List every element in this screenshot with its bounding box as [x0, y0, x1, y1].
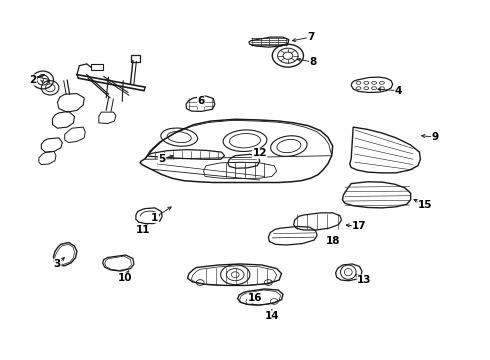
Text: 10: 10 [118, 273, 132, 283]
Text: 5: 5 [159, 154, 166, 163]
Text: 2: 2 [29, 75, 37, 85]
Bar [131, 55, 140, 62]
Text: 18: 18 [325, 236, 340, 246]
Text: 15: 15 [418, 200, 433, 210]
Text: 6: 6 [197, 96, 205, 107]
Text: 7: 7 [307, 32, 315, 42]
Text: 17: 17 [352, 221, 367, 231]
Text: 8: 8 [310, 57, 317, 67]
Text: 14: 14 [265, 311, 279, 321]
Text: 9: 9 [432, 132, 439, 142]
Text: 16: 16 [247, 293, 262, 303]
Text: 4: 4 [395, 86, 402, 96]
Text: 1: 1 [151, 212, 158, 222]
Bar [91, 64, 103, 70]
Text: 11: 11 [135, 225, 150, 235]
Text: 3: 3 [54, 259, 61, 269]
Text: 12: 12 [252, 148, 267, 158]
Text: 13: 13 [357, 275, 371, 285]
